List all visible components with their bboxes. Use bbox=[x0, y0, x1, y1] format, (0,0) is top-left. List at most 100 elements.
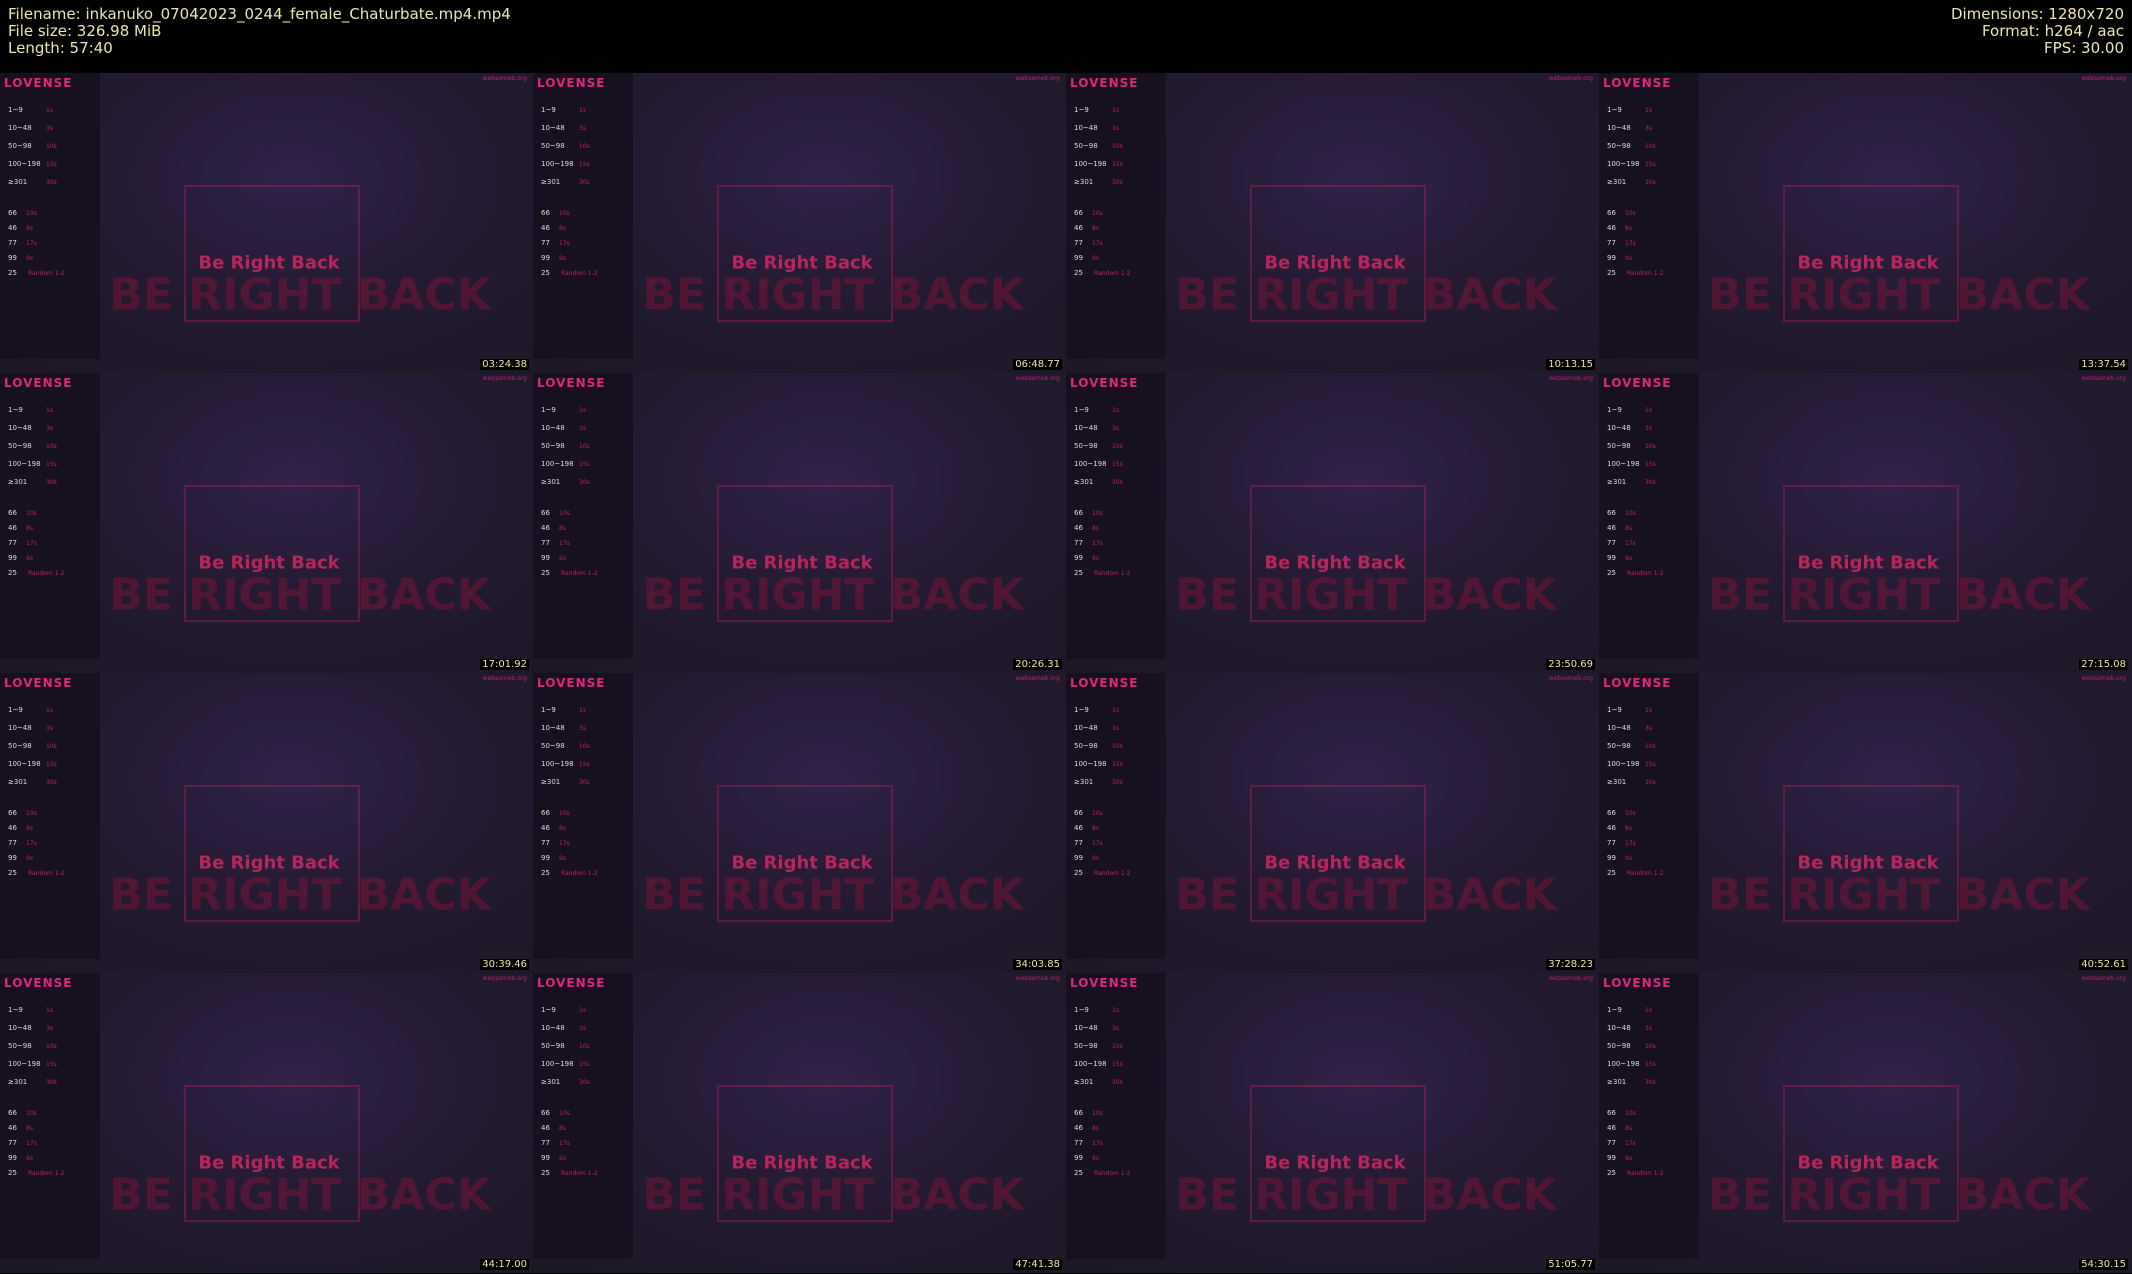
pattern-time: 17s bbox=[1625, 540, 1636, 547]
site: websemeb.org bbox=[1548, 675, 1593, 682]
pattern-time: 17s bbox=[1625, 1140, 1636, 1147]
level-range: 50~98 bbox=[8, 742, 32, 750]
level-range: 10~48 bbox=[8, 424, 32, 432]
level-range: 100~198 bbox=[1607, 1060, 1640, 1068]
frame bbox=[1250, 185, 1426, 322]
level-range: 50~98 bbox=[1607, 1042, 1631, 1050]
lovense-panel: LOVENSE 1~9 1s 10~48 3s 50~98 10s 100~198 15s ≥30… bbox=[1599, 73, 1699, 359]
level-time: 30s bbox=[579, 1079, 590, 1086]
pattern-time: 8s bbox=[1625, 525, 1632, 532]
site: websemeb.org bbox=[2081, 675, 2126, 682]
title: Be Right Back bbox=[1264, 852, 1406, 874]
pattern-time: 9s bbox=[1092, 1155, 1099, 1162]
level-range: 10~48 bbox=[1074, 124, 1098, 132]
pattern-tip: 66 bbox=[541, 809, 550, 817]
pattern-time: 10s bbox=[1625, 510, 1636, 517]
level-range: 1~9 bbox=[1607, 706, 1622, 714]
pattern-tip: 46 bbox=[8, 224, 17, 232]
title: Be Right Back bbox=[731, 252, 873, 274]
pattern-tip: 46 bbox=[541, 824, 550, 832]
pattern-time: 10s bbox=[559, 1110, 570, 1117]
frame bbox=[184, 785, 360, 922]
level-range: 50~98 bbox=[1074, 742, 1098, 750]
site: websemeb.org bbox=[1548, 375, 1593, 382]
frame bbox=[1250, 785, 1426, 922]
level-range: 1~9 bbox=[8, 106, 23, 114]
pattern-tip: 99 bbox=[8, 1154, 17, 1162]
level-range: 10~48 bbox=[1074, 1024, 1098, 1032]
level-time: 1s bbox=[1112, 707, 1119, 714]
pattern-tip: 25 bbox=[541, 869, 550, 877]
level-range: ≥301 bbox=[8, 178, 28, 186]
level-range: 50~98 bbox=[541, 442, 565, 450]
level-time: 10s bbox=[46, 1043, 57, 1050]
thumbnail: LOVENSE 1~9 1s 10~48 3s 50~98 10s 100~198 15s ≥30… bbox=[1599, 673, 2132, 973]
thumbnail: LOVENSE 1~9 1s 10~48 3s 50~98 10s 100~198 15s ≥30… bbox=[1066, 73, 1599, 373]
level-range: 10~48 bbox=[1607, 724, 1631, 732]
level-time: 15s bbox=[1645, 461, 1656, 468]
pattern-tip: 25 bbox=[541, 1169, 550, 1177]
brand: LOVENSE bbox=[1603, 976, 1672, 990]
lovense-panel: LOVENSE 1~9 1s 10~48 3s 50~98 10s 100~198 15s ≥30… bbox=[533, 673, 633, 959]
level-time: 15s bbox=[579, 161, 590, 168]
pattern-time: 9s bbox=[26, 255, 33, 262]
brand: LOVENSE bbox=[537, 976, 606, 990]
title: Be Right Back bbox=[1797, 1152, 1939, 1174]
level-range: 1~9 bbox=[1074, 406, 1089, 414]
banner: BE RIGHT BACK bbox=[109, 569, 491, 621]
brand: LOVENSE bbox=[1070, 676, 1139, 690]
level-time: 1s bbox=[1112, 407, 1119, 414]
banner: BE RIGHT BACK bbox=[1708, 869, 2090, 921]
level-time: 10s bbox=[579, 1043, 590, 1050]
level-time: 30s bbox=[1645, 779, 1656, 786]
pattern-tip: 25 bbox=[8, 269, 17, 277]
level-range: 100~198 bbox=[1074, 1060, 1107, 1068]
level-range: 1~9 bbox=[8, 406, 23, 414]
lovense-panel: LOVENSE 1~9 1s 10~48 3s 50~98 10s 100~198 15s ≥30… bbox=[1066, 73, 1166, 359]
frame bbox=[184, 485, 360, 622]
level-time: 1s bbox=[46, 1007, 53, 1014]
level-range: ≥301 bbox=[541, 778, 561, 786]
pattern-tip: 66 bbox=[1607, 809, 1616, 817]
level-time: 30s bbox=[1112, 1079, 1123, 1086]
pattern-time: 9s bbox=[1092, 555, 1099, 562]
level-range: ≥301 bbox=[1074, 1078, 1094, 1086]
pattern-tip: 77 bbox=[8, 539, 17, 547]
level-time: 10s bbox=[579, 743, 590, 750]
level-range: ≥301 bbox=[1074, 178, 1094, 186]
level-range: 100~198 bbox=[541, 760, 574, 768]
level-range: 100~198 bbox=[541, 160, 574, 168]
level-time: 15s bbox=[1645, 1061, 1656, 1068]
level-range: 10~48 bbox=[1607, 424, 1631, 432]
pattern-time: 8s bbox=[1092, 825, 1099, 832]
pattern-time: 8s bbox=[1092, 1125, 1099, 1132]
pattern-tip: 99 bbox=[541, 1154, 550, 1162]
level-time: 3s bbox=[1112, 425, 1119, 432]
level-range: 1~9 bbox=[1607, 1006, 1622, 1014]
frame bbox=[717, 1085, 893, 1222]
pattern-time: 10s bbox=[1092, 810, 1103, 817]
video-info: Dimensions: 1280x720 Format: h264 / aac FP… bbox=[1951, 6, 2124, 57]
banner: BE RIGHT BACK bbox=[1175, 1169, 1557, 1221]
level-range: 10~48 bbox=[8, 724, 32, 732]
pattern-tip: 66 bbox=[8, 209, 17, 217]
pattern-time: Random 1-2 bbox=[28, 270, 65, 277]
pattern-tip: 66 bbox=[8, 809, 17, 817]
site: websemeb.org bbox=[2081, 375, 2126, 382]
level-range: 10~48 bbox=[1607, 1024, 1631, 1032]
timestamp: 44:17.00 bbox=[480, 1259, 529, 1270]
level-range: 100~198 bbox=[541, 460, 574, 468]
pattern-time: 17s bbox=[26, 1140, 37, 1147]
pattern-tip: 99 bbox=[1074, 254, 1083, 262]
lovense-panel: LOVENSE 1~9 1s 10~48 3s 50~98 10s 100~198 15s ≥30… bbox=[0, 73, 100, 359]
level-time: 30s bbox=[1112, 779, 1123, 786]
timestamp: 34:03.85 bbox=[1013, 959, 1062, 970]
pattern-tip: 25 bbox=[1074, 1169, 1083, 1177]
timestamp: 30:39.46 bbox=[480, 959, 529, 970]
site: websemeb.org bbox=[482, 375, 527, 382]
thumbnail: LOVENSE 1~9 1s 10~48 3s 50~98 10s 100~198 15s ≥30… bbox=[0, 673, 533, 973]
title: Be Right Back bbox=[198, 252, 340, 274]
pattern-time: 8s bbox=[1092, 525, 1099, 532]
pattern-time: Random 1-2 bbox=[1627, 1170, 1664, 1177]
pattern-tip: 46 bbox=[541, 1124, 550, 1132]
